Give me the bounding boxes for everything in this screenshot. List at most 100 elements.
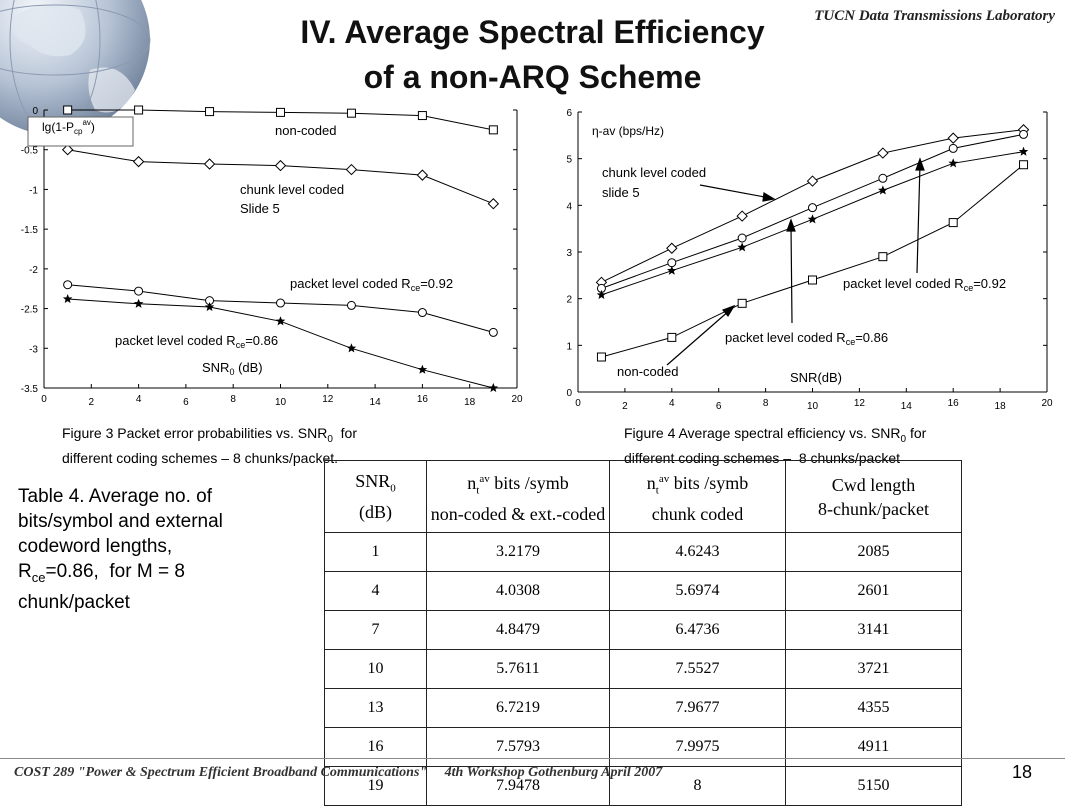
data-point-square — [134, 105, 144, 115]
annotation-arrows — [666, 157, 925, 366]
data-point-square — [878, 252, 888, 262]
data-point-star — [878, 185, 888, 195]
table-caption: Table 4. Average no. of bits/symbol and … — [18, 486, 223, 613]
annotation-noncoded: non-coded — [275, 123, 336, 138]
x-tick-label: 16 — [417, 394, 429, 405]
data-point-diamond — [203, 158, 216, 170]
x-tick-label: 2 — [622, 401, 628, 412]
x-tick-label: 2 — [89, 397, 95, 408]
col-header-cwd: Cwd length 8-chunk/packet — [785, 460, 962, 533]
footer-text: COST 289 "Power & Spectrum Efficient Bro… — [14, 765, 663, 780]
page-title-line2: of a non-ARQ Scheme — [363, 59, 702, 95]
x-tick-label: 12 — [322, 394, 334, 405]
data-point-diamond — [806, 175, 819, 187]
data-point-star — [666, 265, 677, 275]
data-point-square — [737, 298, 747, 308]
annotation-chunk-line1: chunk level coded — [240, 182, 344, 197]
annotation-chunk-line2: Slide 5 — [240, 201, 280, 216]
data-point-square — [596, 352, 606, 362]
y-tick-label: -0.5 — [21, 146, 39, 157]
data-point-diamond — [132, 155, 145, 168]
col-header-chunk: ntav bits /symb chunk coded — [609, 460, 786, 533]
x-tick-label: 10 — [807, 401, 819, 412]
data-point-square — [808, 275, 817, 285]
data-point-diamond — [947, 132, 959, 144]
data-point-circle — [1019, 129, 1029, 139]
data-point-star — [133, 298, 144, 308]
data-point-circle — [488, 327, 498, 337]
y-tick-label: -2.5 — [21, 305, 39, 316]
annotation-packet-092: packet level coded Rce=0.92 — [290, 276, 453, 293]
lab-name: TUCN Data Transmissions Laboratory — [814, 8, 1055, 24]
y-tick-label: -2 — [29, 265, 38, 276]
y-tick-label: 3 — [566, 248, 572, 259]
x-tick-label: 18 — [995, 401, 1007, 412]
data-point-diamond — [416, 169, 429, 181]
x-axis-label: SNR(dB) — [790, 370, 842, 385]
x-tick-label: 18 — [464, 397, 476, 408]
data-point-square — [488, 125, 498, 135]
y-tick-label: 0 — [566, 388, 572, 399]
x-tick-label: 20 — [1041, 398, 1053, 409]
y-tick-label: 1 — [566, 341, 572, 352]
data-point-star — [807, 214, 818, 224]
annotation-packet-092: packet level coded Rce=0.92 — [843, 276, 1006, 293]
y-tick-label: 0 — [32, 106, 38, 117]
table-row: 10 5.7611 7.5527 3721 — [324, 649, 962, 689]
table-row: 13 6.7219 7.9677 4355 — [324, 688, 962, 728]
globe-logo — [0, 0, 151, 136]
table-row: 16 7.5793 7.9975 4911 — [324, 727, 962, 767]
y-tick-label: -1.5 — [21, 225, 39, 236]
x-tick-label: 16 — [948, 398, 960, 409]
y-axis-label: η-av (bps/Hz) — [592, 124, 664, 138]
data-point-square — [948, 218, 958, 228]
data-point-circle — [63, 280, 73, 290]
y-axis-label: lg(1-Pcpav) — [42, 118, 95, 136]
col-header-noncoded: ntav bits /symb non-coded & ext.-coded — [426, 460, 610, 533]
x-tick-label: 10 — [275, 397, 287, 408]
table-row: 1 3.2179 4.6243 2085 — [324, 532, 962, 572]
annotation-chunk-line2: slide 5 — [602, 185, 640, 200]
series-line — [67, 284, 494, 333]
annotation-packet-086: packet level coded Rce=0.86 — [725, 330, 888, 347]
figure3-chart: 0-0.5-1-1.5-2-2.5-3-3.50 2 4 6 8 10 12 14 16 18 20… — [21, 105, 523, 408]
data-point-circle — [737, 233, 747, 243]
y-tick-label: -3 — [29, 344, 38, 355]
annotation-chunk-line1: chunk level coded — [602, 165, 706, 180]
data-point-circle — [417, 308, 427, 318]
x-tick-label: 14 — [370, 397, 382, 408]
y-tick-label: 4 — [566, 201, 572, 212]
x-tick-label: 12 — [854, 398, 866, 409]
page-number: 18 — [1012, 762, 1033, 782]
data-point-square — [1019, 160, 1029, 170]
data-point-diamond — [345, 163, 358, 176]
data-point-star — [275, 316, 286, 326]
table-header-row: SNR0 (dB) ntav bits /symb non-coded & ext.… — [324, 460, 962, 533]
series-line — [601, 164, 1024, 358]
data-point-square — [205, 107, 215, 117]
y-tick-label: -3.5 — [21, 384, 39, 395]
x-tick-label: 4 — [669, 398, 675, 409]
data-point-square — [276, 107, 285, 117]
x-tick-label: 6 — [183, 397, 189, 408]
y-tick-label: 5 — [566, 155, 572, 166]
data-point-star — [737, 242, 747, 252]
data-point-star — [948, 158, 959, 168]
x-axis-label: SNR0 (dB) — [202, 360, 263, 377]
data-point-circle — [878, 173, 888, 183]
x-tick-label: 0 — [575, 398, 581, 409]
results-table: SNR0 (dB) ntav bits /symb non-coded & ext.… — [324, 460, 962, 806]
x-tick-label: 20 — [511, 394, 523, 405]
table-row: 4 4.0308 5.6974 2601 — [324, 571, 962, 611]
data-point-diamond — [736, 210, 748, 222]
annotation-noncoded: non-coded — [617, 364, 678, 379]
data-point-diamond — [274, 159, 287, 172]
data-point-circle — [276, 298, 285, 308]
data-point-star — [62, 293, 73, 304]
data-point-square — [667, 332, 677, 342]
data-point-diamond — [877, 147, 889, 159]
annotation-packet-086: packet level coded Rce=0.86 — [115, 333, 278, 350]
footer-divider — [0, 758, 1065, 759]
page-title-line1: IV. Average Spectral Efficiency — [300, 14, 765, 50]
